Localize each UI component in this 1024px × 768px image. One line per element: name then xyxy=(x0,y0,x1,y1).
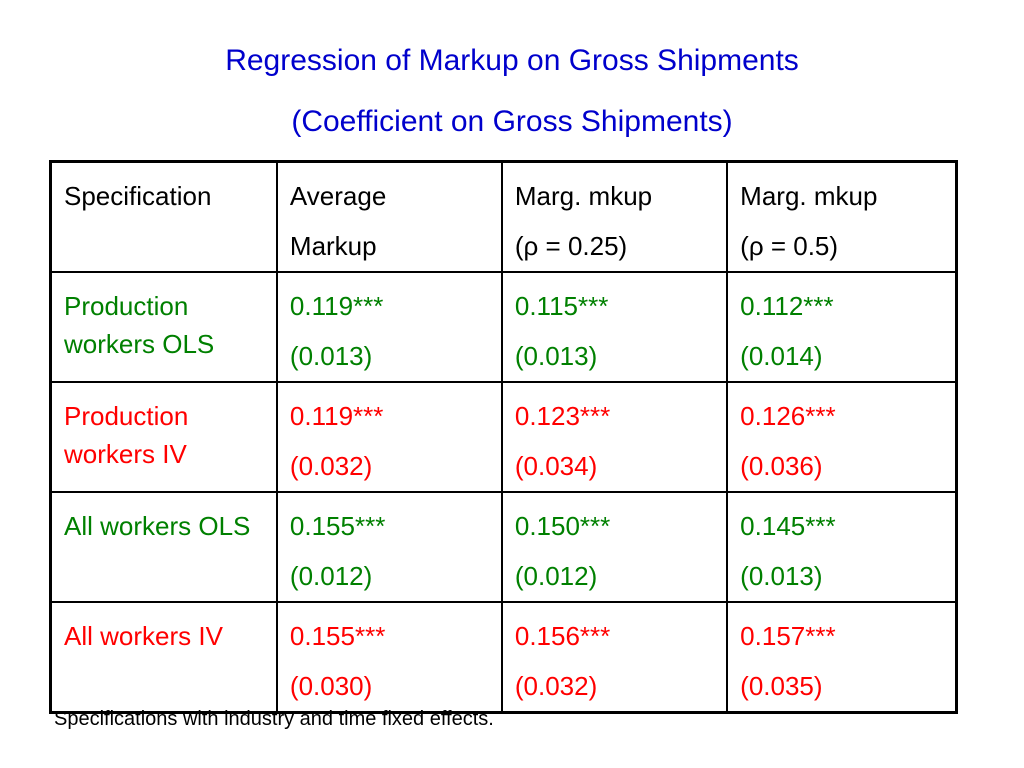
coefficient: 0.126*** xyxy=(740,401,836,431)
table-cell: 0.156*** (0.032) xyxy=(500,601,729,714)
table-cell: 0.155*** (0.012) xyxy=(275,491,503,603)
coefficient: 0.145*** xyxy=(740,511,836,541)
table-header-row: Specification Average Markup Marg. mkup … xyxy=(49,160,958,273)
standard-error: (0.013) xyxy=(289,341,373,371)
table-cell: 0.123*** (0.034) xyxy=(500,381,729,493)
header-text: (ρ = 0.25) xyxy=(514,231,628,261)
standard-error: (0.036) xyxy=(740,451,823,481)
coefficient: 0.157*** xyxy=(740,621,836,651)
header-text: Average xyxy=(289,181,387,211)
table-cell: 0.145*** (0.013) xyxy=(726,491,958,603)
table-cell: 0.126*** (0.036) xyxy=(726,381,958,493)
header-text: Marg. mkup xyxy=(740,181,878,211)
standard-error: (0.013) xyxy=(514,341,598,371)
table-cell: 0.150*** (0.012) xyxy=(500,491,729,603)
results-table: Specification Average Markup Marg. mkup … xyxy=(49,160,958,714)
header-cell-specification: Specification xyxy=(49,160,278,273)
coefficient: 0.119*** xyxy=(289,401,384,431)
standard-error: (0.013) xyxy=(740,561,823,591)
header-text: Marg. mkup xyxy=(514,181,653,211)
row-label-cell: Production workers OLS xyxy=(49,271,278,383)
row-label: Production workers OLS xyxy=(64,291,215,359)
standard-error: (0.035) xyxy=(740,671,823,701)
header-cell-marg-mkup-05: Marg. mkup (ρ = 0.5) xyxy=(726,160,958,273)
coefficient: 0.155*** xyxy=(289,621,386,651)
table-cell: 0.155*** (0.030) xyxy=(275,601,503,714)
row-label-cell: Production workers IV xyxy=(49,381,278,493)
row-label-cell: All workers OLS xyxy=(49,491,278,603)
table-cell: 0.119*** (0.032) xyxy=(275,381,503,493)
table-cell: 0.112*** (0.014) xyxy=(726,271,958,383)
row-label: All workers OLS xyxy=(64,511,251,541)
page-title: Regression of Markup on Gross Shipments xyxy=(225,44,799,77)
row-label-cell: All workers IV xyxy=(49,601,278,714)
standard-error: (0.030) xyxy=(289,671,373,701)
standard-error: (0.032) xyxy=(514,671,598,701)
table-cell: 0.119*** (0.013) xyxy=(275,271,503,383)
standard-error: (0.032) xyxy=(289,451,373,481)
standard-error: (0.034) xyxy=(514,451,598,481)
header-text: Markup xyxy=(289,231,377,261)
table-row: All workers OLS 0.155*** (0.012) 0.150**… xyxy=(49,491,958,603)
table-row: All workers IV 0.155*** (0.030) 0.156***… xyxy=(49,601,958,714)
row-label: Production workers IV xyxy=(64,401,189,469)
header-cell-marg-mkup-025: Marg. mkup (ρ = 0.25) xyxy=(500,160,729,273)
standard-error: (0.012) xyxy=(514,561,598,591)
header-text: Specification xyxy=(64,181,212,211)
coefficient: 0.112*** xyxy=(740,291,834,321)
row-label: All workers IV xyxy=(64,621,223,651)
coefficient: 0.150*** xyxy=(514,511,611,541)
coefficient: 0.123*** xyxy=(514,401,611,431)
header-cell-average-markup: Average Markup xyxy=(275,160,503,273)
page-subtitle: (Coefficient on Gross Shipments) xyxy=(291,105,733,138)
coefficient: 0.156*** xyxy=(514,621,611,651)
table-cell: 0.115*** (0.013) xyxy=(500,271,729,383)
header-text: (ρ = 0.5) xyxy=(740,231,839,261)
table-row: Production workers OLS 0.119*** (0.013) … xyxy=(49,271,958,383)
coefficient: 0.155*** xyxy=(289,511,386,541)
standard-error: (0.014) xyxy=(740,341,823,371)
coefficient: 0.119*** xyxy=(289,291,384,321)
table-cell: 0.157*** (0.035) xyxy=(726,601,958,714)
table-row: Production workers IV 0.119*** (0.032) 0… xyxy=(49,381,958,493)
coefficient: 0.115*** xyxy=(514,291,609,321)
standard-error: (0.012) xyxy=(289,561,373,591)
footnote: Specifications with industry and time fi… xyxy=(54,708,494,730)
